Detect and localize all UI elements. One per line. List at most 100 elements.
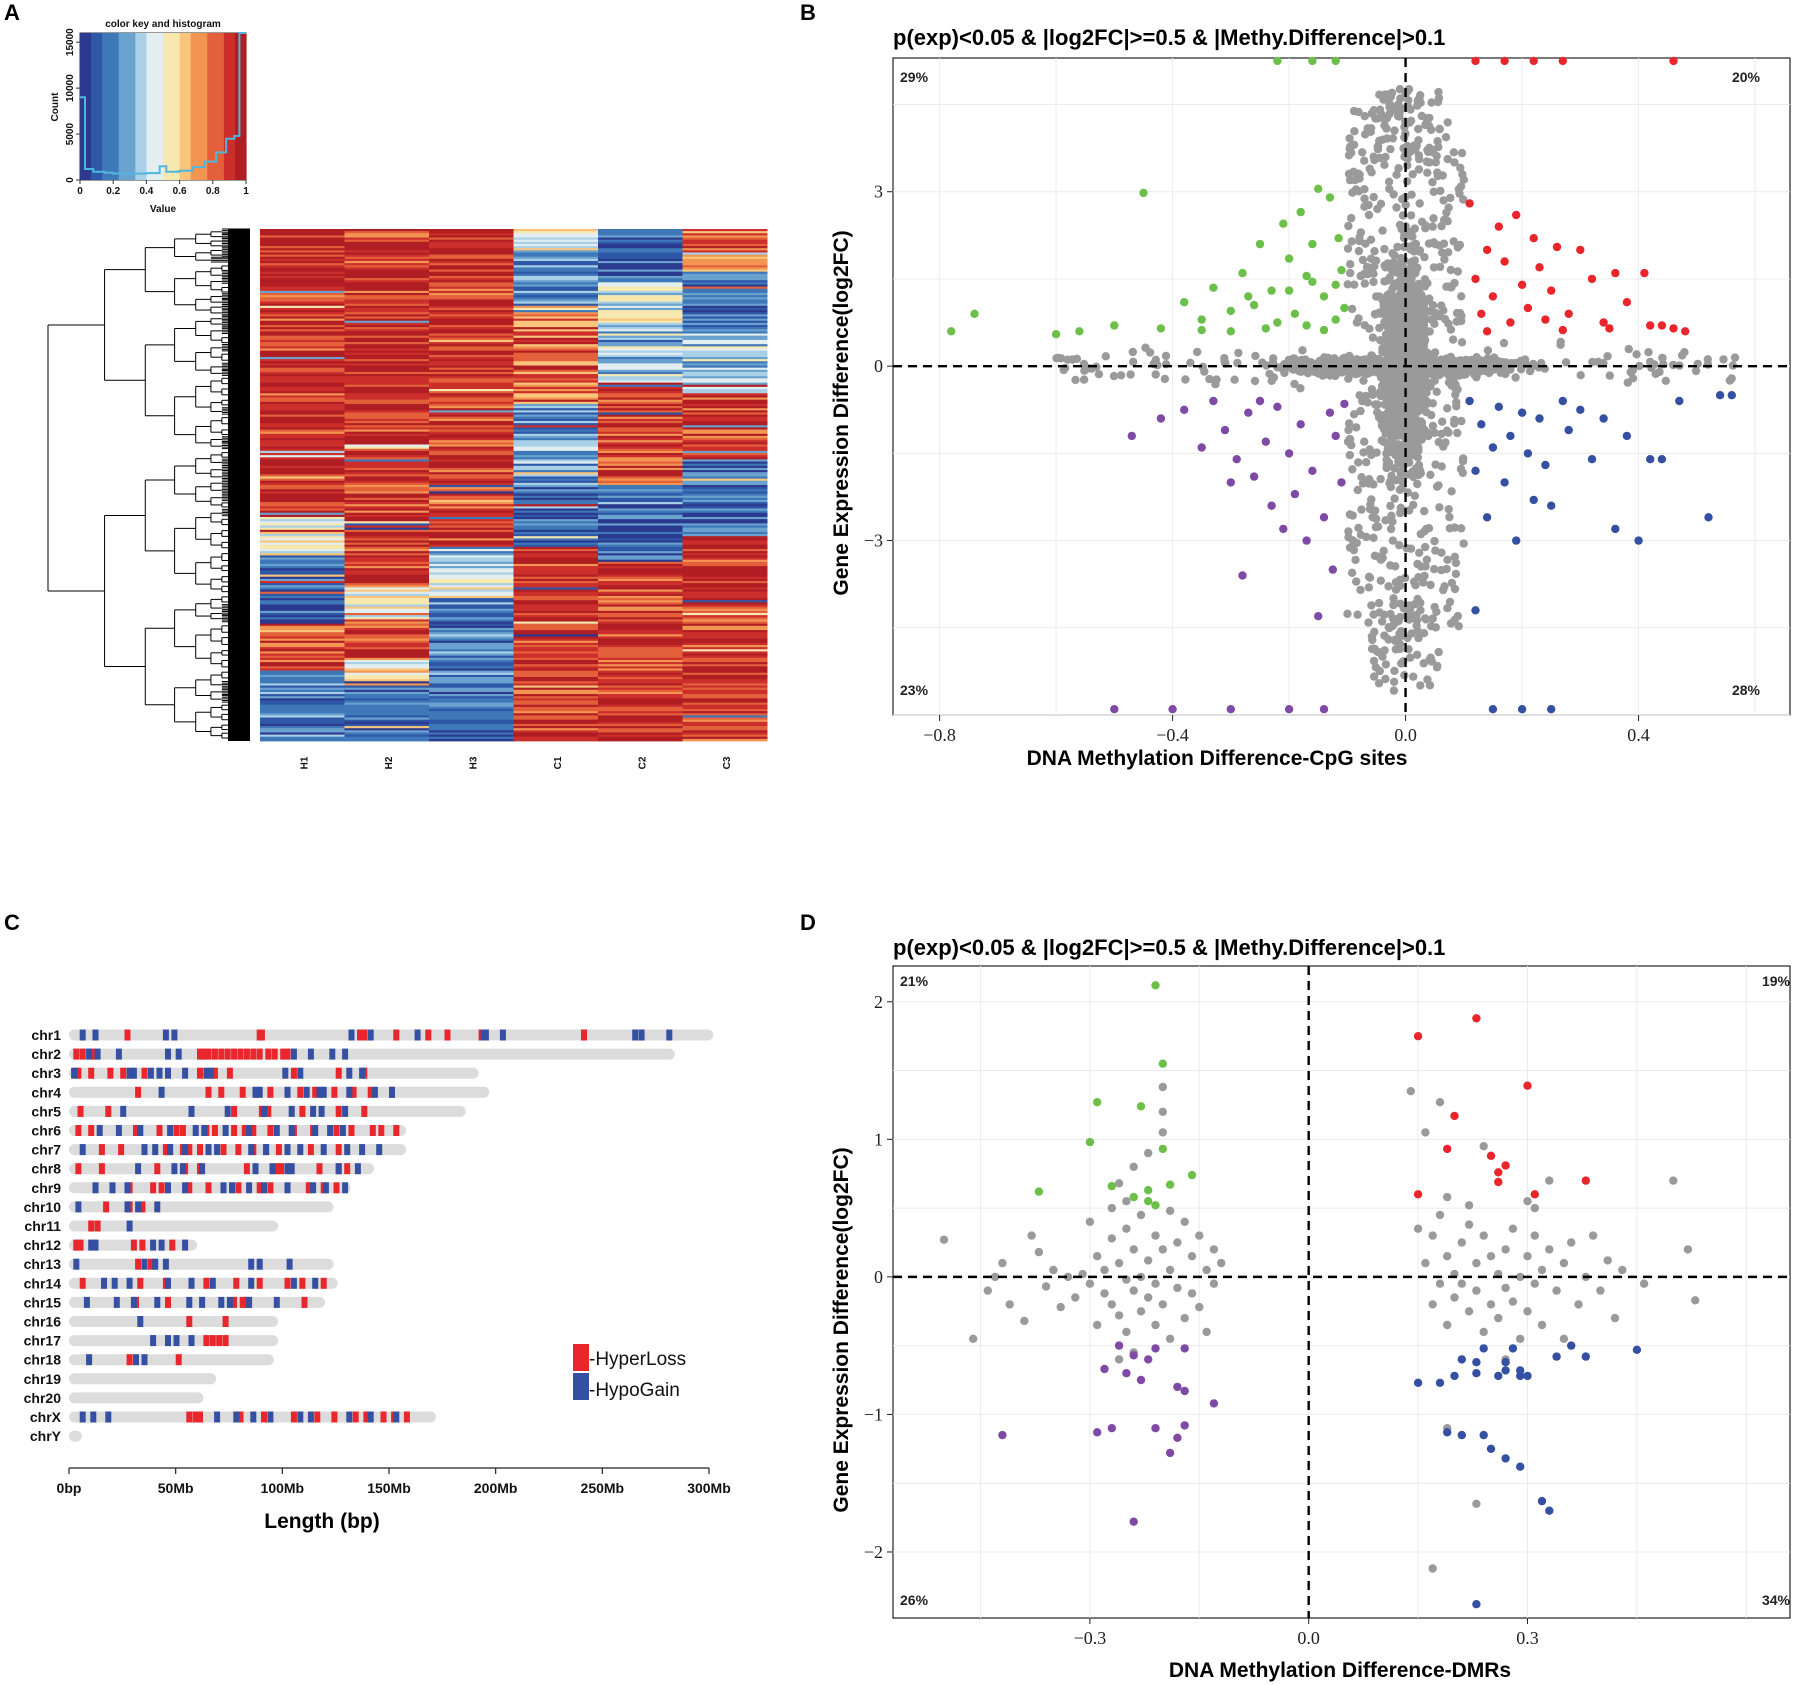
heatmap-cell	[344, 399, 430, 403]
heatmap-cell	[344, 559, 430, 563]
heatmap-cell	[429, 642, 514, 646]
heatmap-cell	[513, 295, 599, 298]
heatmap-cell	[513, 412, 599, 415]
heatmap-cell	[598, 376, 683, 379]
heatmap-cell	[513, 337, 599, 341]
heatmap-cell	[260, 290, 345, 294]
heatmap-cell	[513, 401, 599, 405]
heatmap-cell	[598, 636, 683, 639]
heatmap-cell	[598, 421, 683, 424]
point-gray	[1456, 163, 1465, 172]
heatmap-cell	[598, 374, 683, 377]
heatmap-cell	[344, 339, 430, 343]
heatmap-cell	[682, 689, 768, 693]
heatmap-cell	[344, 320, 430, 324]
heatmap-cell	[513, 525, 599, 529]
heatmap-cell	[344, 600, 430, 603]
heatmap-cell	[513, 367, 599, 371]
heatmap-cell	[682, 551, 768, 554]
heatmap-cell	[513, 252, 599, 255]
heatmap-cell	[513, 649, 599, 652]
heatmap-cell	[260, 615, 345, 618]
point-gray	[1444, 428, 1453, 437]
heatmap-cell	[682, 374, 768, 377]
heatmap-cell	[260, 485, 345, 488]
heatmap-cells	[260, 229, 768, 742]
heatmap-cell	[513, 578, 599, 582]
heatmap-cell	[682, 589, 768, 593]
heatmap-cell	[344, 412, 430, 415]
heatmap-cell	[598, 320, 683, 324]
heatmap-cell	[682, 679, 768, 682]
heatmap-cell	[598, 314, 683, 317]
heatmap-cell	[344, 427, 430, 430]
heatmap-cell	[429, 540, 514, 543]
heatmap-cell	[429, 357, 514, 360]
heatmap-cell	[429, 239, 514, 243]
heatmap-cell	[682, 489, 768, 492]
heatmap-cell	[260, 734, 345, 738]
heatmap-cell	[344, 540, 430, 543]
heatmap-cell	[682, 536, 768, 539]
heatmap-cell	[344, 450, 430, 454]
heatmap-cell	[344, 485, 430, 488]
heatmap-cell	[598, 414, 683, 418]
heatmap-cell	[598, 640, 683, 644]
heatmap-cell	[260, 233, 345, 236]
heatmap-cell	[344, 467, 430, 471]
heatmap-cell	[429, 480, 514, 484]
heatmap-cell	[513, 589, 599, 593]
heatmap-cell	[682, 461, 768, 465]
point-gray	[1450, 415, 1459, 425]
heatmap-cell	[344, 602, 430, 605]
heatmap-cell	[260, 632, 345, 635]
heatmap-cell	[260, 610, 345, 614]
heatmap-cell	[429, 691, 514, 695]
heatmap-cell	[682, 674, 768, 678]
heatmap-cell	[513, 374, 599, 377]
heatmap-cell	[260, 278, 345, 281]
heatmap-cell	[429, 337, 514, 341]
heatmap-cell	[260, 299, 345, 302]
heatmap-cell	[598, 542, 683, 546]
heatmap-cell	[513, 572, 599, 575]
heatmap-cell	[344, 269, 430, 273]
heatmap-cell	[598, 734, 683, 738]
heatmap-cell	[513, 489, 599, 492]
heatmap-cell	[682, 380, 768, 383]
heatmap-cell	[682, 736, 768, 740]
heatmap-cell	[682, 732, 768, 735]
heatmap-cell	[598, 393, 683, 396]
heatmap-cell	[260, 679, 345, 682]
heatmap-cell	[260, 450, 345, 454]
heatmap-cell	[429, 322, 514, 326]
heatmap-cell	[598, 299, 683, 302]
heatmap-cell	[429, 421, 514, 424]
heatmap-cell	[598, 412, 683, 415]
point-gray	[1457, 148, 1467, 158]
heatmap-cell	[682, 271, 768, 275]
heatmap-cell	[513, 261, 599, 264]
heatmap-cell	[682, 608, 768, 612]
point-gray	[1438, 248, 1447, 257]
heatmap-cell	[429, 711, 514, 714]
heatmap-cell	[260, 397, 345, 401]
heatmap-cell	[260, 604, 345, 607]
point-gray	[1448, 335, 1458, 344]
heatmap-cell	[344, 322, 430, 326]
point-gray	[1415, 246, 1425, 255]
heatmap-cell	[260, 399, 345, 403]
heatmap-cell	[513, 256, 599, 260]
heatmap-cell	[344, 527, 430, 531]
heatmap-cell	[429, 448, 514, 452]
heatmap-cell	[260, 352, 345, 356]
point-gray	[1381, 305, 1390, 314]
color-key-band	[234, 33, 242, 180]
heatmap-cell	[344, 361, 430, 364]
heatmap-cell	[513, 237, 599, 241]
point-gray	[1343, 609, 1352, 618]
color-key-y-tick-label: 15000	[65, 28, 76, 56]
heatmap-cell	[513, 674, 599, 678]
heatmap-cell	[429, 538, 514, 541]
heatmap-cell	[513, 728, 599, 731]
